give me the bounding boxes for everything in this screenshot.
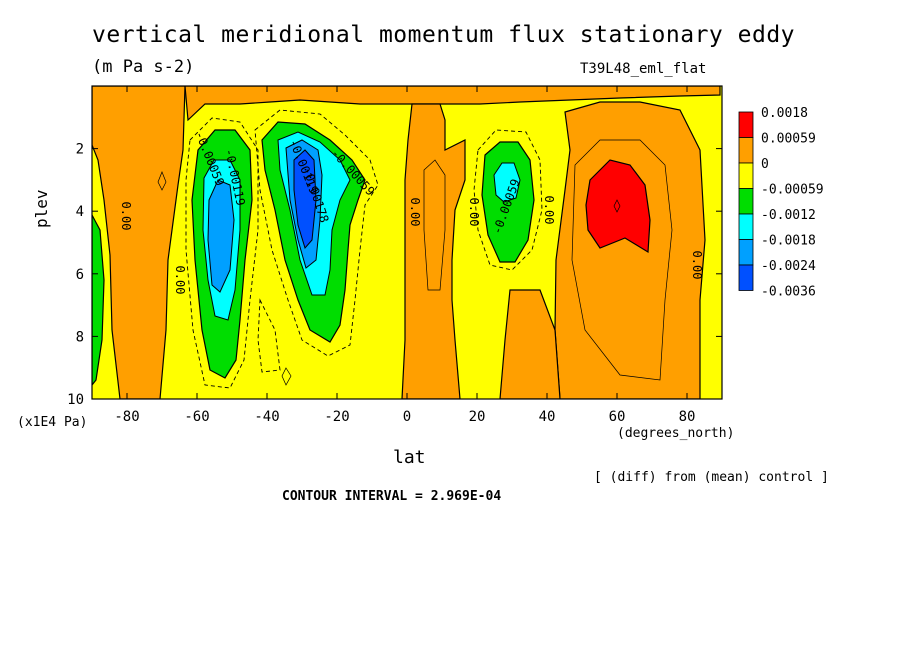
fill-green-nh-30 [481, 141, 535, 263]
thin-contours [157, 139, 673, 386]
fill-red-nh-60 [585, 159, 651, 254]
legend-level-label: -0.0024 [761, 259, 816, 274]
x-tick-label: -80 [114, 409, 139, 425]
contour-label: 0.00 [408, 198, 422, 227]
legend-swatch [738, 137, 754, 164]
legend-swatch [738, 264, 754, 291]
contour-label: 0.00 [690, 251, 704, 280]
legend-swatch [738, 188, 754, 215]
legend-swatch [738, 162, 754, 189]
fill-blue-sh-25 [293, 149, 317, 250]
x-tick-label: -40 [254, 409, 279, 425]
x-tick-label: -20 [324, 409, 349, 425]
contour-fill-layer [92, 86, 722, 399]
legend-level-label: -0.00059 [761, 183, 824, 198]
fill-lightblue-sh-60 [207, 179, 235, 293]
x-axis-units: (degrees_north) [617, 426, 735, 441]
y-tick-label: 6 [76, 267, 84, 283]
x-tick-label: 60 [609, 409, 626, 425]
contour-interval: CONTOUR INTERVAL = 2.969E-04 [282, 489, 502, 504]
fill-orange-equator [401, 103, 466, 399]
legend-level-label: 0 [761, 157, 769, 172]
x-tick-label: 20 [469, 409, 486, 425]
dashed-contours [185, 109, 543, 389]
y-tick-label: 8 [76, 329, 84, 345]
x-tick-label: 80 [679, 409, 696, 425]
y-tick-label: 2 [76, 142, 84, 158]
fill-orange-nh [554, 101, 706, 399]
contour-label: 0.00 [542, 196, 556, 225]
legend-level-label: -0.0012 [761, 208, 816, 223]
chart-units: (m Pa s-2) [92, 57, 195, 77]
y-tick-label: 10 [67, 392, 84, 408]
fill-green-sh-lowlat [92, 214, 105, 386]
y-axis-units: (x1E4 Pa) [17, 415, 88, 430]
axis-ticks: -80 -60 -40 -20 0 20 40 60 80 2 4 6 8 10 [67, 86, 722, 425]
contour-label: 0.00 [173, 266, 187, 295]
legend-swatch [738, 239, 754, 266]
contour-label: 0.00 [467, 198, 481, 227]
fill-orange-sh-polar [92, 86, 186, 399]
legend-level-label: -0.0036 [761, 285, 816, 300]
x-tick-label: 0 [403, 409, 411, 425]
legend-swatch [738, 213, 754, 240]
chart-title: vertical meridional momentum flux statio… [92, 22, 796, 48]
diff-note: [ (diff) from (mean) control ] [594, 470, 829, 485]
x-axis-label: lat [393, 447, 426, 468]
y-tick-label: 4 [76, 204, 84, 220]
legend-swatch [738, 111, 754, 138]
contour-label: 0.00 [119, 202, 133, 231]
run-label: T39L48_eml_flat [580, 61, 707, 77]
legend-level-label: 0.0018 [761, 106, 808, 121]
legend-level-label: 0.00059 [761, 132, 816, 147]
x-tick-label: -60 [184, 409, 209, 425]
fill-cyan-nh-30 [493, 162, 521, 203]
legend-level-label: -0.0018 [761, 234, 816, 249]
color-legend: 0.0018 0.00059 0 -0.00059 -0.0012 -0.0018 -0.0… [738, 106, 824, 300]
fill-orange-nh-lower [499, 289, 561, 399]
x-tick-label: 40 [539, 409, 556, 425]
